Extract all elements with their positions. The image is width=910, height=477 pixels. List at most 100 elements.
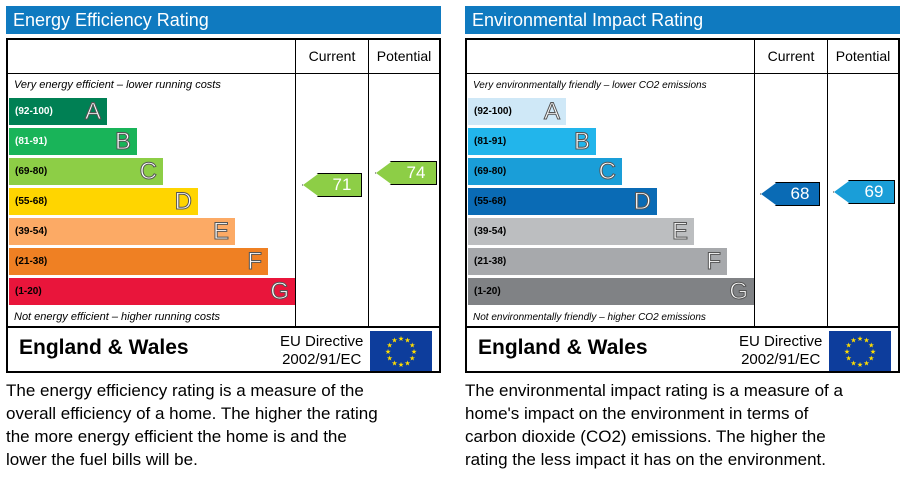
eu-star-icon: ★: [850, 337, 856, 345]
eu-star-icon: ★: [846, 342, 852, 350]
scale-top-note: Very energy efficient – lower running co…: [14, 79, 221, 91]
rating-band-a: (92-100) A: [468, 98, 566, 126]
eu-star-icon: ★: [863, 359, 869, 367]
directive-line-2: 2002/91/EC: [741, 351, 821, 368]
eu-star-icon: ★: [404, 359, 410, 367]
column-divider: [368, 40, 369, 326]
eu-star-icon: ★: [409, 342, 415, 350]
panel-title: Environmental Impact Rating: [465, 6, 900, 34]
eu-star-icon: ★: [409, 355, 415, 363]
rating-chart-frame: Current Potential Very energy efficient …: [6, 38, 441, 328]
band-range-label: (55-68): [15, 196, 48, 207]
eu-star-icon: ★: [857, 335, 863, 343]
eu-star-icon: ★: [391, 359, 397, 367]
potential-rating-value: 74: [406, 163, 426, 182]
eu-directive-label: EU Directive 2002/91/EC: [739, 333, 822, 369]
eu-flag-icon: ★ ★ ★ ★ ★ ★ ★ ★ ★ ★ ★ ★: [829, 331, 891, 371]
band-range-label: (92-100): [15, 106, 53, 117]
environmental-impact-panel: Environmental Impact Rating Current Pote…: [465, 6, 900, 471]
band-letter: E: [212, 218, 229, 246]
eu-star-icon: ★: [844, 348, 850, 356]
column-divider: [295, 40, 296, 326]
arrow-fill: [376, 162, 436, 184]
band-range-label: (81-91): [15, 136, 48, 147]
band-letter: D: [174, 188, 192, 216]
rating-band-a: (92-100) A: [9, 98, 107, 126]
band-range-label: (92-100): [474, 106, 512, 117]
eu-star-icon: ★: [387, 355, 393, 363]
column-divider: [754, 40, 755, 326]
eu-star-icon: ★: [857, 361, 863, 369]
band-range-label: (21-38): [474, 256, 507, 267]
band-letter: G: [729, 278, 749, 306]
band-letter: A: [84, 98, 101, 126]
footer-bar: England & Wales EU Directive 2002/91/EC …: [465, 328, 900, 373]
band-letter: F: [247, 248, 263, 276]
current-rating-value: 71: [332, 175, 352, 194]
arrow-fill: [834, 181, 894, 203]
band-range-label: (69-80): [474, 166, 507, 177]
band-letter: E: [671, 218, 688, 246]
scale-top-note: Very environmentally friendly – lower CO…: [473, 80, 707, 91]
band-letter: C: [139, 158, 157, 186]
eu-star-icon: ★: [863, 337, 869, 345]
eu-star-icon: ★: [398, 335, 404, 343]
rating-band-b: (81-91) B: [468, 128, 596, 156]
rating-band-e: (39-54) E: [468, 218, 694, 246]
eu-star-icon: ★: [387, 342, 393, 350]
rating-chart-frame: Current Potential Very environmentally f…: [465, 38, 900, 328]
arrow-outline: [833, 180, 895, 204]
arrow-outline: [375, 161, 437, 185]
potential-column-header: Potential: [835, 48, 891, 64]
rating-band-e: (39-54) E: [9, 218, 235, 246]
energy-efficiency-panel: Energy Efficiency Rating Current Potenti…: [6, 6, 441, 471]
eu-star-icon: ★: [411, 348, 417, 356]
band-letter: G: [270, 278, 290, 306]
band-letter: B: [573, 128, 590, 156]
band-letter: A: [543, 98, 560, 126]
rating-description: The environmental impact rating is a mea…: [465, 381, 843, 469]
potential-rating-value: 69: [864, 182, 884, 201]
band-range-label: (1-20): [15, 286, 42, 297]
band-range-label: (1-20): [474, 286, 501, 297]
region-label: England & Wales: [19, 336, 189, 359]
band-letter: F: [706, 248, 722, 276]
current-column-header: Current: [767, 48, 815, 64]
current-column-header: Current: [308, 48, 356, 64]
directive-line-2: 2002/91/EC: [282, 351, 362, 368]
rating-band-f: (21-38) F: [468, 248, 727, 276]
rating-band-f: (21-38) F: [9, 248, 268, 276]
eu-star-icon: ★: [398, 361, 404, 369]
eu-star-icon: ★: [846, 355, 852, 363]
column-divider: [827, 40, 828, 326]
rating-band-b: (81-91) B: [9, 128, 137, 156]
eu-star-icon: ★: [870, 348, 876, 356]
band-range-label: (39-54): [474, 226, 507, 237]
potential-column-header: Potential: [376, 48, 432, 64]
rating-band-c: (69-80) C: [9, 158, 163, 186]
header-divider: [467, 73, 898, 74]
band-range-label: (69-80): [15, 166, 48, 177]
band-letter: B: [114, 128, 131, 156]
eu-directive-label: EU Directive 2002/91/EC: [280, 333, 363, 369]
rating-band-d: (55-68) D: [468, 188, 657, 216]
current-rating-arrow: 71: [302, 173, 362, 197]
rating-band-g: (1-20) G: [468, 278, 754, 306]
rating-description: The energy efficiency rating is a measur…: [6, 381, 378, 469]
directive-line-1: EU Directive: [739, 333, 823, 350]
directive-line-1: EU Directive: [280, 333, 364, 350]
eu-star-icon: ★: [868, 355, 874, 363]
rating-band-d: (55-68) D: [9, 188, 198, 216]
scale-bottom-note: Not energy efficient – higher running co…: [14, 311, 221, 323]
header-divider: [8, 73, 439, 74]
eu-star-icon: ★: [868, 342, 874, 350]
band-letter: D: [633, 188, 651, 216]
eu-flag-icon: ★ ★ ★ ★ ★ ★ ★ ★ ★ ★ ★ ★: [370, 331, 432, 371]
rating-band-g: (1-20) G: [9, 278, 295, 306]
band-letter: C: [598, 158, 616, 186]
arrow-fill: [303, 174, 361, 196]
rating-band-c: (69-80) C: [468, 158, 622, 186]
arrow-outline: [760, 182, 820, 206]
scale-bottom-note: Not environmentally friendly – higher CO…: [473, 312, 706, 323]
footer-bar: England & Wales EU Directive 2002/91/EC …: [6, 328, 441, 373]
